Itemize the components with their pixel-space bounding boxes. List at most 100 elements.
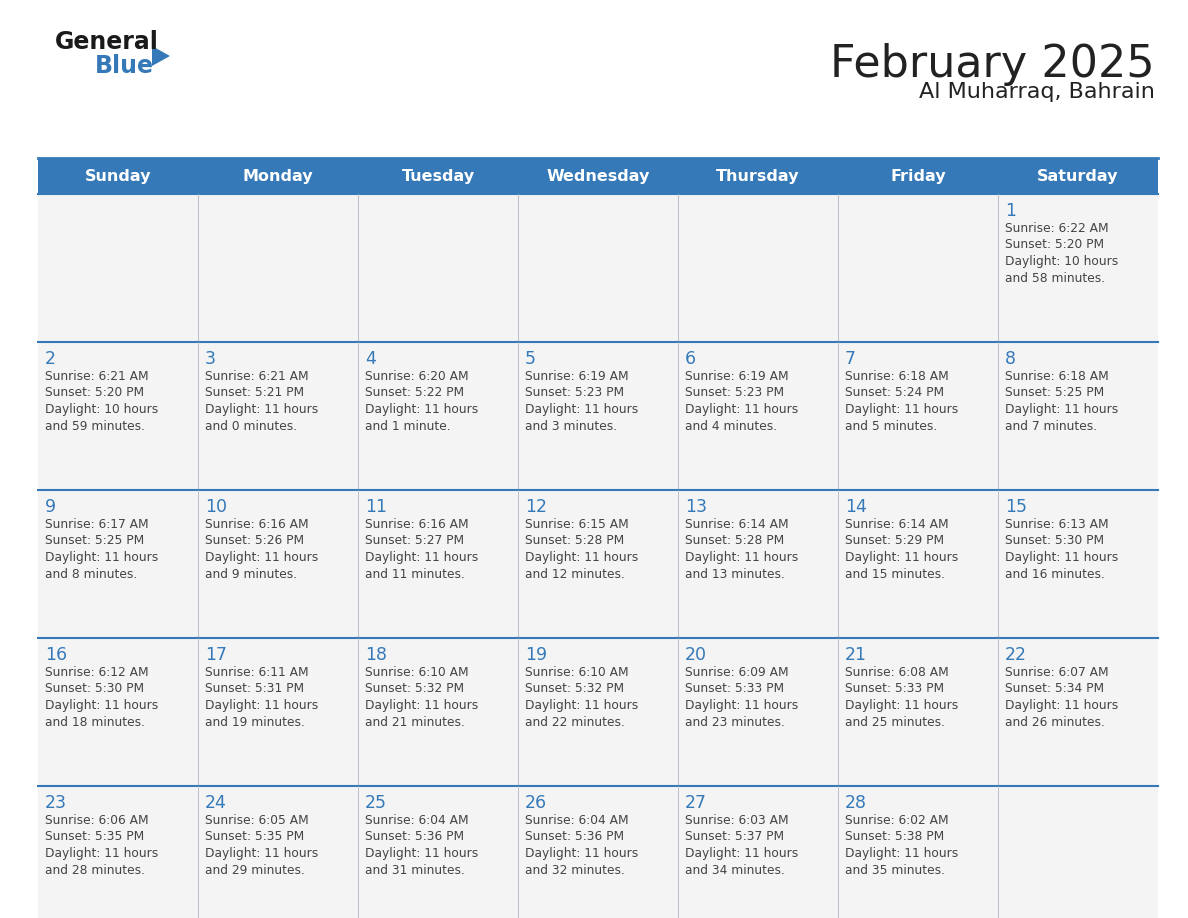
- Text: and 11 minutes.: and 11 minutes.: [365, 567, 465, 580]
- Text: Daylight: 11 hours: Daylight: 11 hours: [1005, 403, 1118, 416]
- Text: Sunset: 5:20 PM: Sunset: 5:20 PM: [1005, 239, 1104, 252]
- Text: and 8 minutes.: and 8 minutes.: [45, 567, 138, 580]
- Text: and 13 minutes.: and 13 minutes.: [685, 567, 785, 580]
- Text: Sunset: 5:25 PM: Sunset: 5:25 PM: [45, 534, 144, 547]
- Text: Sunset: 5:26 PM: Sunset: 5:26 PM: [206, 534, 304, 547]
- Text: 16: 16: [45, 646, 68, 664]
- Text: Daylight: 11 hours: Daylight: 11 hours: [685, 403, 798, 416]
- Text: 12: 12: [525, 498, 546, 516]
- Text: Daylight: 11 hours: Daylight: 11 hours: [685, 699, 798, 712]
- Text: Sunrise: 6:18 AM: Sunrise: 6:18 AM: [1005, 370, 1108, 383]
- Polygon shape: [152, 46, 170, 66]
- Text: Sunrise: 6:04 AM: Sunrise: 6:04 AM: [365, 814, 468, 827]
- Text: 24: 24: [206, 794, 227, 812]
- Text: and 23 minutes.: and 23 minutes.: [685, 715, 785, 729]
- Text: and 28 minutes.: and 28 minutes.: [45, 864, 145, 877]
- Text: 25: 25: [365, 794, 387, 812]
- Text: Daylight: 10 hours: Daylight: 10 hours: [45, 403, 158, 416]
- Text: Sunrise: 6:14 AM: Sunrise: 6:14 AM: [685, 518, 789, 531]
- Text: Daylight: 11 hours: Daylight: 11 hours: [685, 551, 798, 564]
- Text: Sunset: 5:32 PM: Sunset: 5:32 PM: [525, 682, 624, 696]
- Text: and 29 minutes.: and 29 minutes.: [206, 864, 305, 877]
- Text: Friday: Friday: [890, 169, 946, 184]
- Text: and 1 minute.: and 1 minute.: [365, 420, 450, 432]
- Bar: [38, 194, 1158, 342]
- Text: 7: 7: [845, 350, 857, 368]
- Text: and 34 minutes.: and 34 minutes.: [685, 864, 785, 877]
- Text: 17: 17: [206, 646, 227, 664]
- Text: 20: 20: [685, 646, 707, 664]
- Text: 3: 3: [206, 350, 216, 368]
- Text: Sunset: 5:20 PM: Sunset: 5:20 PM: [45, 386, 144, 399]
- Text: Sunset: 5:23 PM: Sunset: 5:23 PM: [685, 386, 784, 399]
- Text: 8: 8: [1005, 350, 1016, 368]
- Text: and 59 minutes.: and 59 minutes.: [45, 420, 145, 432]
- Text: 26: 26: [525, 794, 548, 812]
- Text: 4: 4: [365, 350, 375, 368]
- Text: and 18 minutes.: and 18 minutes.: [45, 715, 145, 729]
- Text: Sunrise: 6:13 AM: Sunrise: 6:13 AM: [1005, 518, 1108, 531]
- Text: Sunset: 5:34 PM: Sunset: 5:34 PM: [1005, 682, 1104, 696]
- Text: and 26 minutes.: and 26 minutes.: [1005, 715, 1105, 729]
- Text: Daylight: 11 hours: Daylight: 11 hours: [525, 403, 638, 416]
- Text: and 35 minutes.: and 35 minutes.: [845, 864, 944, 877]
- Text: Sunrise: 6:02 AM: Sunrise: 6:02 AM: [845, 814, 949, 827]
- Text: and 19 minutes.: and 19 minutes.: [206, 715, 305, 729]
- Text: and 7 minutes.: and 7 minutes.: [1005, 420, 1098, 432]
- Text: 11: 11: [365, 498, 387, 516]
- Text: Daylight: 11 hours: Daylight: 11 hours: [845, 699, 959, 712]
- Text: 23: 23: [45, 794, 67, 812]
- Text: 1: 1: [1005, 202, 1016, 220]
- Text: Sunset: 5:28 PM: Sunset: 5:28 PM: [525, 534, 624, 547]
- Text: Sunrise: 6:16 AM: Sunrise: 6:16 AM: [206, 518, 309, 531]
- Text: Daylight: 11 hours: Daylight: 11 hours: [525, 551, 638, 564]
- Text: Sunrise: 6:21 AM: Sunrise: 6:21 AM: [45, 370, 148, 383]
- Text: Daylight: 11 hours: Daylight: 11 hours: [206, 699, 318, 712]
- Text: Sunset: 5:33 PM: Sunset: 5:33 PM: [845, 682, 944, 696]
- Text: and 12 minutes.: and 12 minutes.: [525, 567, 625, 580]
- Text: and 32 minutes.: and 32 minutes.: [525, 864, 625, 877]
- Text: Sunset: 5:35 PM: Sunset: 5:35 PM: [206, 831, 304, 844]
- Text: 2: 2: [45, 350, 56, 368]
- Text: Daylight: 10 hours: Daylight: 10 hours: [1005, 255, 1118, 268]
- Text: Daylight: 11 hours: Daylight: 11 hours: [685, 847, 798, 860]
- Text: and 22 minutes.: and 22 minutes.: [525, 715, 625, 729]
- Text: General: General: [55, 30, 159, 54]
- Text: 9: 9: [45, 498, 56, 516]
- Text: Sunset: 5:23 PM: Sunset: 5:23 PM: [525, 386, 624, 399]
- Text: Daylight: 11 hours: Daylight: 11 hours: [525, 699, 638, 712]
- Text: Daylight: 11 hours: Daylight: 11 hours: [365, 699, 479, 712]
- Text: Daylight: 11 hours: Daylight: 11 hours: [365, 403, 479, 416]
- Text: and 4 minutes.: and 4 minutes.: [685, 420, 777, 432]
- Text: and 3 minutes.: and 3 minutes.: [525, 420, 617, 432]
- Text: Sunset: 5:27 PM: Sunset: 5:27 PM: [365, 534, 465, 547]
- Text: Monday: Monday: [242, 169, 314, 184]
- Text: Daylight: 11 hours: Daylight: 11 hours: [1005, 551, 1118, 564]
- Bar: [38, 638, 1158, 786]
- Text: 6: 6: [685, 350, 696, 368]
- Text: 15: 15: [1005, 498, 1026, 516]
- Text: Sunrise: 6:12 AM: Sunrise: 6:12 AM: [45, 666, 148, 679]
- Text: Sunset: 5:30 PM: Sunset: 5:30 PM: [1005, 534, 1104, 547]
- Text: Daylight: 11 hours: Daylight: 11 hours: [45, 699, 158, 712]
- Text: Sunset: 5:22 PM: Sunset: 5:22 PM: [365, 386, 465, 399]
- Text: Sunrise: 6:07 AM: Sunrise: 6:07 AM: [1005, 666, 1108, 679]
- Text: Sunrise: 6:17 AM: Sunrise: 6:17 AM: [45, 518, 148, 531]
- Text: and 9 minutes.: and 9 minutes.: [206, 567, 297, 580]
- Text: Sunset: 5:21 PM: Sunset: 5:21 PM: [206, 386, 304, 399]
- Text: Thursday: Thursday: [716, 169, 800, 184]
- Text: Sunrise: 6:11 AM: Sunrise: 6:11 AM: [206, 666, 309, 679]
- Text: Sunset: 5:35 PM: Sunset: 5:35 PM: [45, 831, 144, 844]
- Text: Sunrise: 6:10 AM: Sunrise: 6:10 AM: [525, 666, 628, 679]
- Text: and 5 minutes.: and 5 minutes.: [845, 420, 937, 432]
- Bar: [38, 158, 1158, 194]
- Text: Sunrise: 6:14 AM: Sunrise: 6:14 AM: [845, 518, 949, 531]
- Text: Sunset: 5:29 PM: Sunset: 5:29 PM: [845, 534, 944, 547]
- Text: Sunset: 5:33 PM: Sunset: 5:33 PM: [685, 682, 784, 696]
- Text: Sunrise: 6:16 AM: Sunrise: 6:16 AM: [365, 518, 468, 531]
- Text: Sunrise: 6:18 AM: Sunrise: 6:18 AM: [845, 370, 949, 383]
- Text: Daylight: 11 hours: Daylight: 11 hours: [525, 847, 638, 860]
- Text: Daylight: 11 hours: Daylight: 11 hours: [365, 847, 479, 860]
- Text: Daylight: 11 hours: Daylight: 11 hours: [45, 551, 158, 564]
- Text: 5: 5: [525, 350, 536, 368]
